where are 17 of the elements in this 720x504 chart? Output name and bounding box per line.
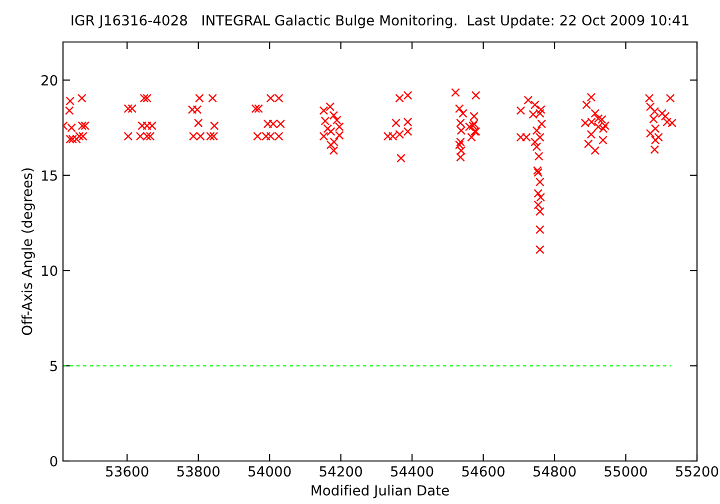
y-tick-label: 5: [50, 360, 57, 372]
x-tick-label: 54800: [534, 466, 576, 477]
y-tick-label: 15: [42, 170, 57, 181]
y-tick-label: 0: [50, 456, 58, 466]
x-tick-label: 55000: [604, 466, 647, 477]
x-tick-label: 53600: [106, 466, 148, 477]
chart-title: IGR J16316-4028 INTEGRAL Galactic Bulge Monitoring. Last Update: 22 Oct 2009 10:41: [72, 14, 688, 28]
x-tick-label: 53800: [177, 466, 220, 477]
x-tick-label: 54000: [248, 466, 291, 477]
x-axis-title: Modified Julian Date: [312, 484, 449, 498]
x-tick-label: 54200: [320, 466, 362, 477]
y-tick-label: 20: [41, 75, 58, 86]
x-tick-label: 54400: [391, 466, 434, 477]
x-tick-label: 54600: [462, 466, 504, 477]
y-axis-title: Off-Axis Angle (degrees): [21, 168, 35, 335]
x-tick-label: 55200: [676, 466, 718, 477]
y-tick-label: 10: [42, 266, 58, 276]
